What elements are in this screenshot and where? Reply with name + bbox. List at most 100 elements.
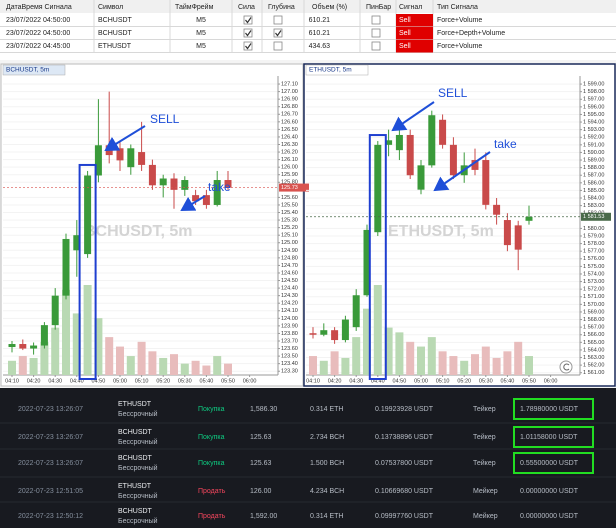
trade-symbol: BCHUSDT: [118, 455, 153, 462]
trade-pnl: 0.55500000 USDT: [520, 460, 579, 467]
checkbox: [273, 28, 283, 38]
checkmark: [245, 17, 252, 24]
y-tick-label: 126.90: [281, 97, 298, 103]
plot: BCHUSDT, 5m: [8, 91, 232, 375]
x-tick-label: 05:10: [436, 378, 450, 384]
x-tick-label: 04:30: [349, 378, 363, 384]
x-tick-label: 04:40: [371, 378, 385, 384]
table-header: Объем (%): [312, 3, 347, 11]
candle-body: [385, 140, 393, 145]
candle-body: [213, 180, 221, 205]
y-tick-label: 123.80: [281, 331, 298, 337]
reset-icon: [563, 363, 570, 371]
trade-fee: 0.19923928 USDT: [375, 406, 434, 413]
table-cell: ETHUSDT: [98, 43, 132, 50]
y-tick-label: 1 577.00: [583, 249, 604, 255]
candle-body: [19, 344, 27, 349]
y-tick-label: 126.60: [281, 119, 298, 125]
candle-body: [181, 180, 189, 190]
candle-body: [138, 152, 146, 165]
y-tick-label: 1 585.00: [583, 188, 604, 194]
y-tick-label: 125.20: [281, 225, 298, 231]
table-cell: 434.63: [309, 43, 331, 50]
candle-body: [428, 115, 436, 166]
checkbox: [371, 15, 381, 25]
y-tick-label: 126.00: [281, 165, 298, 171]
y-tick-label: 123.50: [281, 354, 298, 360]
trade-role: Тейкер: [473, 433, 496, 441]
volume-bar: [126, 356, 135, 375]
trade-time: 2022-07-23 13:26:07: [18, 434, 83, 441]
pnl-highlight: [513, 398, 594, 420]
checkmark: [245, 30, 252, 37]
y-tick-label: 125.00: [281, 240, 298, 246]
last-price-tag: [279, 183, 309, 192]
last-price-label: 125.73: [281, 185, 298, 191]
y-tick-label: 1 589.00: [583, 157, 604, 163]
trade-time: 2022-07-23 12:51:05: [18, 488, 83, 495]
table-cell: M5: [196, 43, 206, 50]
checkbox: [371, 41, 381, 51]
annotation: SELL: [150, 112, 180, 126]
y-tick-label: 125.30: [281, 218, 298, 224]
y-tick-label: 1 569.00: [583, 309, 604, 315]
y-tick-label: 1 568.00: [583, 317, 604, 323]
candle-body: [514, 225, 522, 250]
table-cell: BCHUSDT: [98, 17, 133, 24]
candle-body: [331, 330, 339, 341]
volume-bar: [224, 363, 232, 375]
volume-bar: [148, 351, 157, 375]
volume-bar: [202, 365, 211, 375]
candle-body: [395, 134, 403, 151]
trade-qty: 1.500 BCH: [310, 460, 344, 467]
x-tick-label: 05:10: [135, 378, 149, 384]
y-tick-label: 1 571.00: [583, 294, 604, 300]
volume-bar: [159, 357, 168, 375]
y-tick-label: 1 566.00: [583, 332, 604, 338]
y-tick-label: 126.80: [281, 104, 298, 110]
watermark: ETHUSDT, 5m: [388, 223, 494, 240]
y-tick-label: 1 570.00: [583, 302, 604, 308]
y-tick-label: 1 563.00: [583, 355, 604, 361]
annotation: SELL: [438, 86, 468, 100]
reset-button: [559, 360, 573, 374]
volume-bar: [471, 354, 479, 375]
y-tick-label: 1 565.00: [583, 340, 604, 346]
y-tick-label: 1 562.00: [583, 363, 604, 369]
y-tick-label: 124.80: [281, 255, 298, 261]
signal-table-header-bg: [0, 0, 616, 13]
candle-body: [116, 148, 124, 161]
trade-price: 1,592.00: [250, 513, 277, 520]
checkbox: [243, 28, 253, 38]
signal-cell: [396, 14, 433, 27]
volume-bar: [427, 337, 436, 375]
y-tick-label: 1 580.00: [583, 226, 604, 232]
y-tick-label: 1 592.00: [583, 135, 604, 141]
table-cell: BCHUSDT: [98, 30, 133, 37]
trade-fee: 0.09997760 USDT: [375, 513, 434, 520]
trade-price: 125.63: [250, 434, 272, 441]
candle-body: [40, 325, 48, 346]
y-tick-label: 126.50: [281, 127, 298, 133]
table-cell: Force+Volume: [437, 17, 482, 24]
y-tick-label: 1 598.00: [583, 89, 604, 95]
y-tick-label: 1 573.00: [583, 279, 604, 285]
volume-bar: [191, 360, 200, 375]
trade-side: Покупка: [198, 406, 225, 413]
trade-contract: Бессрочный: [118, 464, 158, 472]
x-tick-label: 04:50: [92, 378, 106, 384]
candle-body: [525, 216, 533, 221]
candle-body: [417, 165, 425, 190]
table-cell: M5: [196, 30, 206, 37]
table-cell: 610.21: [309, 17, 331, 24]
signal-cell: [396, 40, 433, 53]
x-tick-label: 06:00: [243, 378, 257, 384]
candle-body: [352, 295, 360, 328]
y-tick-label: 1 567.00: [583, 325, 604, 331]
y-tick-label: 127.10: [281, 81, 298, 87]
candle-body: [493, 204, 501, 215]
x-tick-label: 05:30: [479, 378, 493, 384]
candle-body: [449, 144, 457, 176]
plot: ETHUSDT, 5m: [309, 110, 533, 375]
candle-body: [471, 160, 479, 170]
